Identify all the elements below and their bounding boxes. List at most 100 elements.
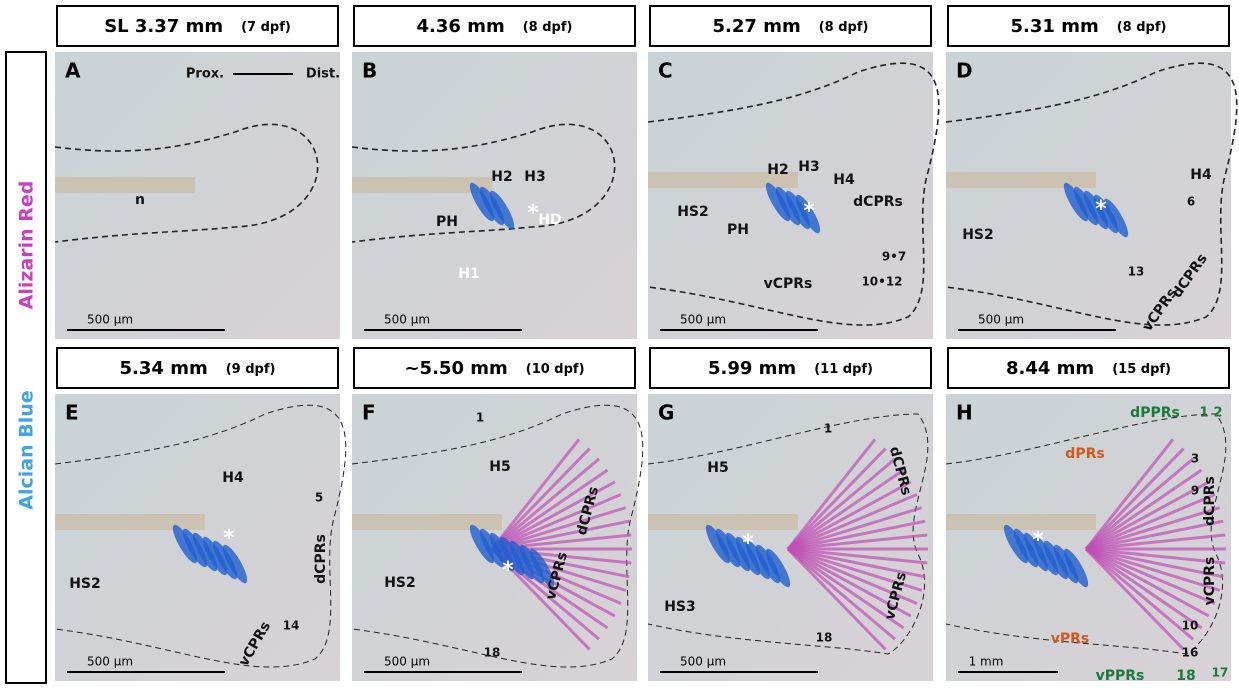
page: Alcian Blue Alizarin Red SL 3.37 mm (7 dp… bbox=[0, 0, 1239, 688]
header-dpf: (9 dpf) bbox=[226, 362, 276, 377]
header-dpf: (10 dpf) bbox=[526, 362, 585, 377]
micrograph: CH2H3H4HS2PHdCPRs9•710•12vCPRs*500 µm bbox=[648, 52, 939, 339]
label: PH bbox=[436, 214, 458, 230]
label: H5 bbox=[489, 459, 510, 475]
header-dpf: (15 dpf) bbox=[1112, 362, 1171, 377]
notochord bbox=[55, 514, 205, 530]
scale-label: 500 µm bbox=[978, 313, 1024, 327]
header-dpf: (11 dpf) bbox=[814, 362, 873, 377]
notochord bbox=[648, 514, 798, 530]
label: 3 bbox=[1191, 452, 1199, 466]
label: H2 bbox=[491, 169, 512, 185]
label: vCPRs bbox=[764, 276, 813, 292]
scale-label: 500 µm bbox=[384, 313, 430, 327]
label: 6 bbox=[1187, 195, 1195, 209]
micrograph: GH51dCPRsHS318vCPRs*500 µm bbox=[648, 394, 933, 681]
panel-letter: H bbox=[956, 401, 973, 425]
label: dCPRs bbox=[853, 194, 903, 210]
header: 5.31 mm (8 dpf) bbox=[1011, 16, 1167, 37]
label: HD bbox=[538, 212, 561, 228]
header-size: ~5.50 mm bbox=[404, 358, 507, 379]
side-label: Alcian Blue bbox=[16, 390, 38, 509]
panel-letter: B bbox=[362, 59, 377, 83]
label: H4 bbox=[1190, 167, 1212, 183]
scale-label: 500 µm bbox=[384, 655, 430, 669]
header-dpf: (8 dpf) bbox=[523, 20, 573, 35]
label: * bbox=[1095, 197, 1107, 222]
label: H4 bbox=[222, 470, 244, 486]
micrograph: DH4HS2613vCPRsdCPRs*500 µm bbox=[946, 52, 1237, 339]
label: HS3 bbox=[664, 599, 696, 615]
label: 14 bbox=[283, 619, 300, 633]
label: Prox. bbox=[186, 67, 224, 82]
label: * bbox=[803, 199, 815, 224]
panel-letter: G bbox=[658, 401, 674, 425]
label: 10 bbox=[1182, 619, 1199, 633]
header: 5.99 mm (11 dpf) bbox=[708, 358, 873, 379]
image-bg bbox=[55, 52, 340, 339]
label: HS2 bbox=[384, 575, 416, 591]
label: dPPRs bbox=[1130, 405, 1180, 421]
label: H1 bbox=[458, 266, 479, 282]
scale-label: 500 µm bbox=[87, 655, 133, 669]
label: H3 bbox=[798, 159, 819, 175]
label: 1 bbox=[476, 411, 484, 425]
scale-label: 1 mm bbox=[969, 655, 1004, 669]
side-label: Alizarin Red bbox=[16, 181, 38, 310]
label: vCPRs bbox=[1202, 557, 1218, 606]
notochord bbox=[946, 514, 1096, 530]
label: 13 bbox=[1128, 265, 1145, 279]
scale-label: 500 µm bbox=[680, 655, 726, 669]
header: 5.27 mm(8 dpf) bbox=[713, 16, 869, 37]
notochord bbox=[55, 177, 195, 193]
header: ~5.50 mm (10 dpf) bbox=[404, 358, 584, 379]
notochord bbox=[946, 172, 1096, 188]
label: dCPRs bbox=[1202, 476, 1218, 526]
label: H3 bbox=[524, 169, 545, 185]
header: 8.44 mm(15 dpf) bbox=[1006, 358, 1171, 379]
label: HS2 bbox=[962, 227, 994, 243]
panel-letter: C bbox=[658, 59, 673, 83]
header-size: 5.31 mm bbox=[1011, 16, 1099, 37]
label: n bbox=[135, 192, 145, 208]
label: H2 bbox=[767, 162, 788, 178]
header-size: SL 3.37 mm bbox=[104, 16, 223, 37]
scale-label: 500 µm bbox=[680, 313, 726, 327]
label: * bbox=[527, 201, 539, 226]
panel-letter: E bbox=[65, 401, 79, 425]
label: 18 bbox=[1176, 668, 1195, 684]
figure: Alcian Blue Alizarin Red SL 3.37 mm (7 dp… bbox=[0, 0, 1239, 688]
header-dpf: (7 dpf) bbox=[241, 20, 291, 35]
label: 5 bbox=[315, 491, 323, 505]
side-box bbox=[6, 52, 46, 683]
label: 1 bbox=[1199, 406, 1208, 421]
label: HS2 bbox=[677, 204, 709, 220]
header: 5.34 mm (9 dpf) bbox=[120, 358, 276, 379]
notochord bbox=[352, 514, 502, 530]
header-size: 5.34 mm bbox=[120, 358, 208, 379]
panel-letter: D bbox=[956, 59, 973, 83]
label: * bbox=[502, 558, 514, 583]
label: 17 bbox=[1212, 666, 1229, 680]
label: dPRs bbox=[1065, 446, 1104, 462]
label: 18 bbox=[816, 631, 833, 645]
label: 1 bbox=[824, 422, 832, 436]
label: vPRs bbox=[1051, 631, 1090, 647]
panel-letter: F bbox=[362, 401, 376, 425]
header-dpf: (8 dpf) bbox=[1117, 20, 1167, 35]
label: 2 bbox=[1213, 406, 1222, 421]
label: Dist. bbox=[306, 67, 340, 82]
label: H4 bbox=[833, 172, 855, 188]
header-size: 4.36 mm bbox=[417, 16, 505, 37]
label: 16 bbox=[1182, 646, 1199, 660]
label: 18 bbox=[484, 646, 501, 660]
header-size: 5.99 mm bbox=[708, 358, 796, 379]
label: 9•7 bbox=[882, 250, 906, 264]
label: * bbox=[1032, 528, 1044, 553]
scale-label: 500 µm bbox=[87, 313, 133, 327]
header: SL 3.37 mm (7 dpf) bbox=[104, 16, 291, 37]
label: vPPRs bbox=[1096, 668, 1145, 684]
